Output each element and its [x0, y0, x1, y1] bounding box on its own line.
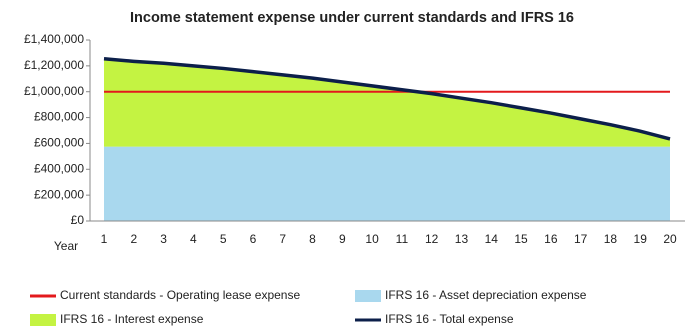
legend-label: IFRS 16 - Asset depreciation expense [385, 288, 587, 302]
y-tick-label: £1,000,000 [24, 84, 84, 98]
x-tick-label: 3 [160, 232, 167, 246]
x-tick-label: 5 [220, 232, 227, 246]
legend-label: IFRS 16 - Total expense [385, 312, 514, 326]
line [103, 57, 671, 141]
y-tick-label: £1,200,000 [24, 58, 84, 72]
y-tick-label: £800,000 [34, 110, 84, 124]
x-tick-label: 15 [514, 232, 528, 246]
x-tick-label: 2 [130, 232, 137, 246]
x-tick-label: 7 [279, 232, 286, 246]
chart-title: Income statement expense under current s… [130, 10, 574, 26]
legend-swatch [30, 314, 56, 326]
x-tick-label: 14 [485, 232, 499, 246]
x-tick-label: 17 [574, 232, 588, 246]
x-tick-label: 12 [425, 232, 439, 246]
x-tick-label: 13 [455, 232, 469, 246]
y-tick-label: £400,000 [34, 161, 84, 175]
y-tick-label: £200,000 [34, 187, 84, 201]
x-tick-label: 19 [634, 232, 648, 246]
x-axis-label: Year [54, 239, 78, 253]
y-tick-label: £0 [71, 213, 85, 227]
area [104, 58, 670, 147]
x-tick-label: 1 [101, 232, 108, 246]
legend-label: IFRS 16 - Interest expense [60, 312, 204, 326]
area [104, 146, 670, 221]
y-tick-label: £1,400,000 [24, 32, 84, 46]
x-tick-label: 4 [190, 232, 197, 246]
x-tick-label: 10 [365, 232, 379, 246]
x-tick-label: 8 [309, 232, 316, 246]
x-tick-label: 11 [396, 232, 409, 246]
x-tick-label: 20 [663, 232, 677, 246]
x-tick-label: 6 [250, 232, 257, 246]
legend-swatch [355, 290, 381, 302]
legend-label: Current standards - Operating lease expe… [60, 288, 300, 302]
x-tick-label: 9 [339, 232, 346, 246]
x-tick-label: 16 [544, 232, 558, 246]
y-tick-label: £600,000 [34, 136, 84, 150]
x-tick-label: 18 [604, 232, 618, 246]
